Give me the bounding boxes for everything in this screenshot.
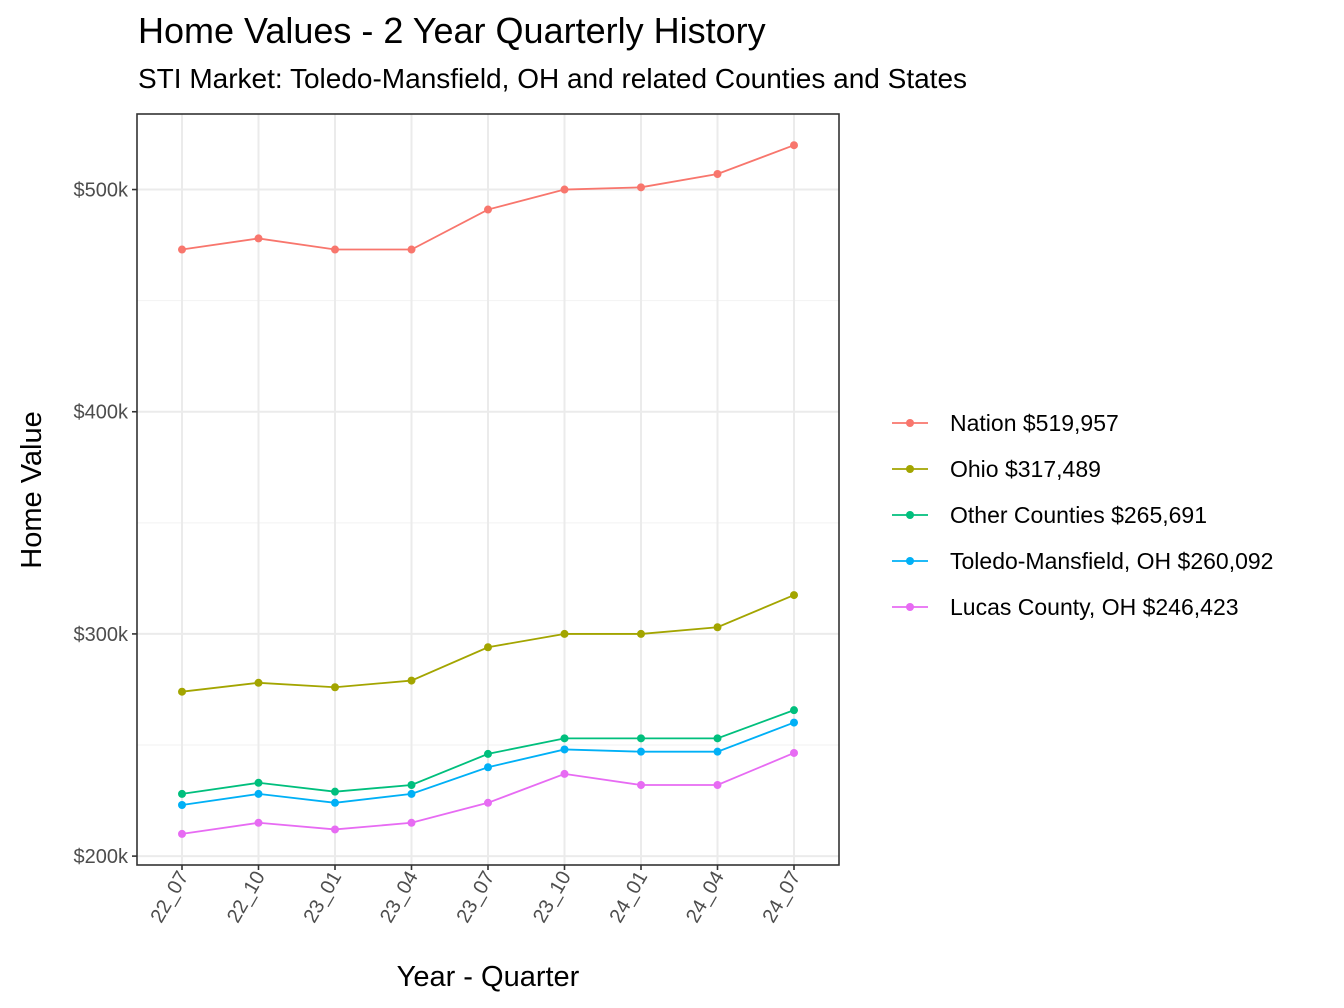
data-point xyxy=(484,798,492,807)
legend-label: Toledo-Mansfield, OH $260,092 xyxy=(950,548,1273,574)
y-tick-label: $500k xyxy=(74,180,129,202)
legend-key-point xyxy=(906,603,914,611)
data-point xyxy=(407,818,416,827)
y-axis: $200k $300k $400k $500k xyxy=(74,180,137,868)
data-point xyxy=(637,734,645,743)
data-point xyxy=(560,769,569,778)
data-point xyxy=(407,781,416,790)
data-point xyxy=(331,825,339,834)
series-group xyxy=(178,706,798,798)
data-point xyxy=(713,623,722,632)
data-point xyxy=(407,245,416,254)
data-point xyxy=(331,683,339,692)
data-point xyxy=(790,706,798,715)
series-group xyxy=(178,141,798,254)
legend-key-point xyxy=(906,419,914,427)
grid xyxy=(137,114,839,865)
y-tick-label: $300k xyxy=(74,624,129,646)
data-point xyxy=(484,749,492,758)
data-point xyxy=(178,789,186,798)
data-point xyxy=(790,591,798,600)
data-point xyxy=(637,629,645,638)
data-point xyxy=(331,787,339,796)
x-tick-label: 22_07 xyxy=(146,868,193,927)
x-tick-label: 24_01 xyxy=(605,868,652,927)
data-point xyxy=(637,183,645,192)
data-point xyxy=(560,734,569,743)
data-point xyxy=(407,676,416,685)
data-point xyxy=(331,245,339,254)
legend-label: Other Counties $265,691 xyxy=(950,502,1207,528)
data-point xyxy=(254,234,263,243)
chart-subtitle: STI Market: Toledo-Mansfield, OH and rel… xyxy=(138,63,968,94)
data-point xyxy=(254,818,263,827)
legend-label: Nation $519,957 xyxy=(950,410,1119,436)
data-point xyxy=(713,734,722,743)
series-layer xyxy=(178,141,798,838)
x-tick-label: 23_10 xyxy=(529,868,576,927)
data-point xyxy=(637,781,645,790)
data-point xyxy=(560,745,569,754)
x-tick-label: 23_01 xyxy=(299,868,346,927)
data-point xyxy=(713,747,722,756)
x-axis-title: Year - Quarter xyxy=(397,961,580,993)
data-point xyxy=(178,829,186,838)
x-tick-label: 22_10 xyxy=(223,868,270,927)
data-point xyxy=(790,718,798,727)
data-point xyxy=(484,643,492,652)
data-point xyxy=(178,245,186,254)
data-point xyxy=(407,789,416,798)
data-point xyxy=(790,141,798,150)
data-point xyxy=(790,748,798,757)
data-point xyxy=(254,678,263,687)
y-tick-label: $200k xyxy=(74,846,129,868)
y-axis-title: Home Value xyxy=(16,411,48,568)
data-point xyxy=(254,789,263,798)
x-tick-label: 24_04 xyxy=(682,868,729,927)
y-tick-label: $400k xyxy=(74,402,129,424)
data-point xyxy=(484,763,492,772)
legend-label: Lucas County, OH $246,423 xyxy=(950,594,1239,620)
x-tick-label: 23_04 xyxy=(376,868,423,927)
x-tick-label: 24_07 xyxy=(758,868,805,927)
legend-label: Ohio $317,489 xyxy=(950,456,1101,482)
data-point xyxy=(713,169,722,178)
legend-key-point xyxy=(906,557,914,565)
data-point xyxy=(178,801,186,810)
chart-title: Home Values - 2 Year Quarterly History xyxy=(138,10,766,51)
data-point xyxy=(331,798,339,807)
series-group xyxy=(178,748,798,838)
series-group xyxy=(178,591,798,696)
series-group xyxy=(178,718,798,810)
x-axis: 22_07 22_10 23_01 23_04 23_07 23_10 24_01 24_04… xyxy=(146,865,805,927)
legend: Nation $519,957 Ohio $317,489 Other Counti… xyxy=(892,410,1273,620)
data-point xyxy=(484,205,492,214)
legend-key-point xyxy=(906,511,914,519)
x-tick-label: 23_07 xyxy=(452,868,499,927)
data-point xyxy=(637,747,645,756)
data-point xyxy=(254,778,263,787)
data-point xyxy=(178,687,186,696)
data-point xyxy=(713,781,722,790)
data-point xyxy=(560,629,569,638)
data-point xyxy=(560,185,569,194)
legend-key-point xyxy=(906,465,914,473)
